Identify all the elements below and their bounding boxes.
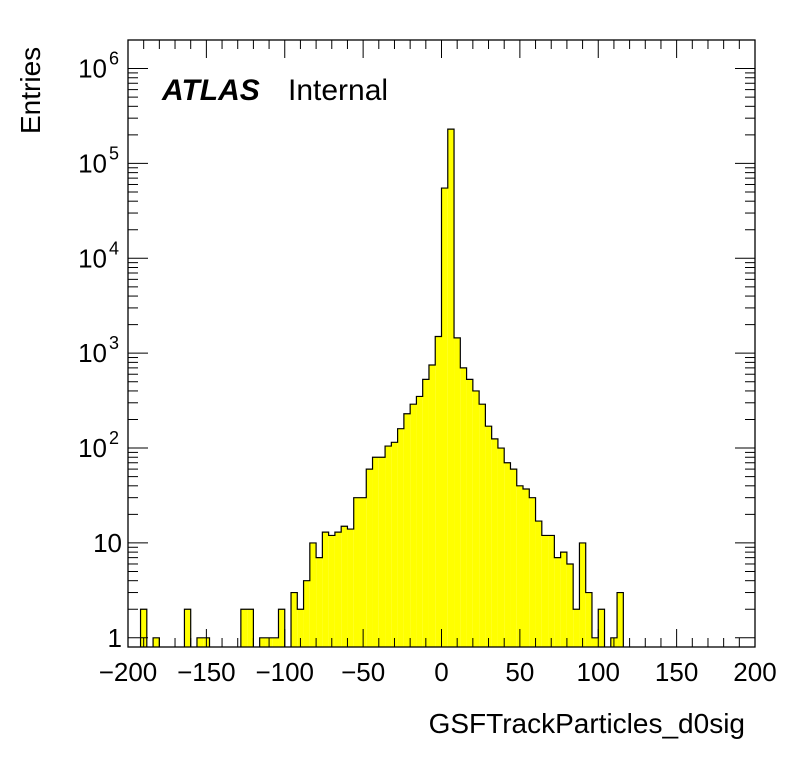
histogram-bar <box>366 469 373 647</box>
histogram-bar <box>510 469 517 647</box>
y-tick-exponent: 3 <box>109 333 119 353</box>
histogram-bar <box>153 637 160 647</box>
x-tick-label: 0 <box>434 657 448 687</box>
x-tick-label: −50 <box>341 657 385 687</box>
x-tick-label: 100 <box>577 657 620 687</box>
y-tick-exponent: 5 <box>109 143 119 163</box>
histogram-bar <box>541 535 549 647</box>
histogram-bar <box>579 542 586 647</box>
histogram-outline <box>139 128 624 647</box>
histogram-bar <box>466 379 473 647</box>
histogram-bar <box>410 404 417 647</box>
histogram-bar <box>353 497 360 647</box>
histogram-bar <box>240 609 248 647</box>
y-tick-label: 10 <box>93 528 122 558</box>
y-tick-label: 10 <box>78 433 107 463</box>
histogram-bar <box>259 637 266 647</box>
histogram-bar <box>535 521 542 647</box>
histogram-bar <box>385 446 392 647</box>
histogram-bar <box>428 365 436 647</box>
histogram-bar <box>316 557 323 647</box>
histogram-bar <box>454 337 461 647</box>
histogram-bar <box>347 529 354 647</box>
histogram-bar <box>485 426 492 647</box>
histogram-bars <box>140 129 624 648</box>
histogram-bar <box>479 404 486 647</box>
histogram-bar <box>140 609 147 647</box>
y-tick-label: 10 <box>78 243 107 273</box>
x-axis-title: GSFTrackParticles_d0sig <box>429 708 745 739</box>
histogram-bar <box>297 609 304 647</box>
atlas-label: ATLAS <box>161 74 260 107</box>
histogram-bar <box>184 609 191 647</box>
histogram-bar <box>529 497 536 647</box>
histogram-bar <box>341 526 348 647</box>
histogram-bar <box>372 457 379 647</box>
histogram-bar <box>497 448 505 647</box>
histogram-bar <box>196 637 204 647</box>
histogram-bar <box>359 497 367 647</box>
histogram-bar <box>591 637 599 647</box>
histogram-bar <box>391 442 398 647</box>
x-tick-label: 200 <box>733 657 776 687</box>
y-tick-exponent: 4 <box>109 238 119 258</box>
histogram-bar <box>548 535 555 647</box>
histogram-bar <box>566 563 574 647</box>
histogram-bar <box>516 485 524 647</box>
status-label: Internal <box>288 74 388 107</box>
histogram-bar <box>334 532 342 647</box>
histogram-bar <box>472 390 480 647</box>
histogram-bar <box>309 542 317 647</box>
y-tick-exponent: 2 <box>109 428 119 448</box>
y-tick-label: 10 <box>78 148 107 178</box>
histogram-bar <box>403 413 411 647</box>
histogram-bar <box>397 428 404 647</box>
y-tick-label: 1 <box>108 623 122 653</box>
histogram-bar <box>378 457 386 647</box>
histogram-bar <box>491 438 498 647</box>
x-axis-ticks <box>127 40 756 647</box>
histogram-bar <box>422 379 429 647</box>
histogram-bar <box>322 532 329 647</box>
histogram-bar <box>523 489 530 647</box>
histogram-bar <box>598 609 605 647</box>
histogram-bar <box>278 609 285 647</box>
x-tick-labels: −200 −150 −100 −50 0 50 100 150 200 <box>99 657 777 687</box>
x-tick-label: 150 <box>655 657 698 687</box>
histogram-bar <box>504 462 511 647</box>
histogram-bar <box>560 552 567 647</box>
histogram-bar <box>435 336 442 647</box>
histogram-bar <box>585 592 592 647</box>
y-tick-exponent: 6 <box>109 49 119 69</box>
histogram-bar <box>247 609 254 647</box>
histogram-bar <box>272 637 279 647</box>
histogram-bar <box>573 609 580 647</box>
y-tick-label: 10 <box>78 54 107 84</box>
histogram-bar <box>441 188 448 647</box>
histogram-bar <box>447 129 455 648</box>
y-axis-title: Entries <box>15 47 46 134</box>
x-tick-label: −150 <box>177 657 236 687</box>
histogram-bar <box>554 557 561 647</box>
histogram-bar <box>291 592 298 647</box>
histogram-bar <box>617 592 624 647</box>
y-tick-label: 10 <box>78 338 107 368</box>
histogram-bar <box>303 580 310 647</box>
x-tick-label: 50 <box>505 657 534 687</box>
x-tick-label: −100 <box>255 657 314 687</box>
histogram-bar <box>328 535 335 647</box>
y-axis-ticks <box>128 39 755 639</box>
histogram-bar <box>416 396 423 647</box>
histogram-bar <box>460 367 467 647</box>
x-tick-label: −200 <box>99 657 158 687</box>
